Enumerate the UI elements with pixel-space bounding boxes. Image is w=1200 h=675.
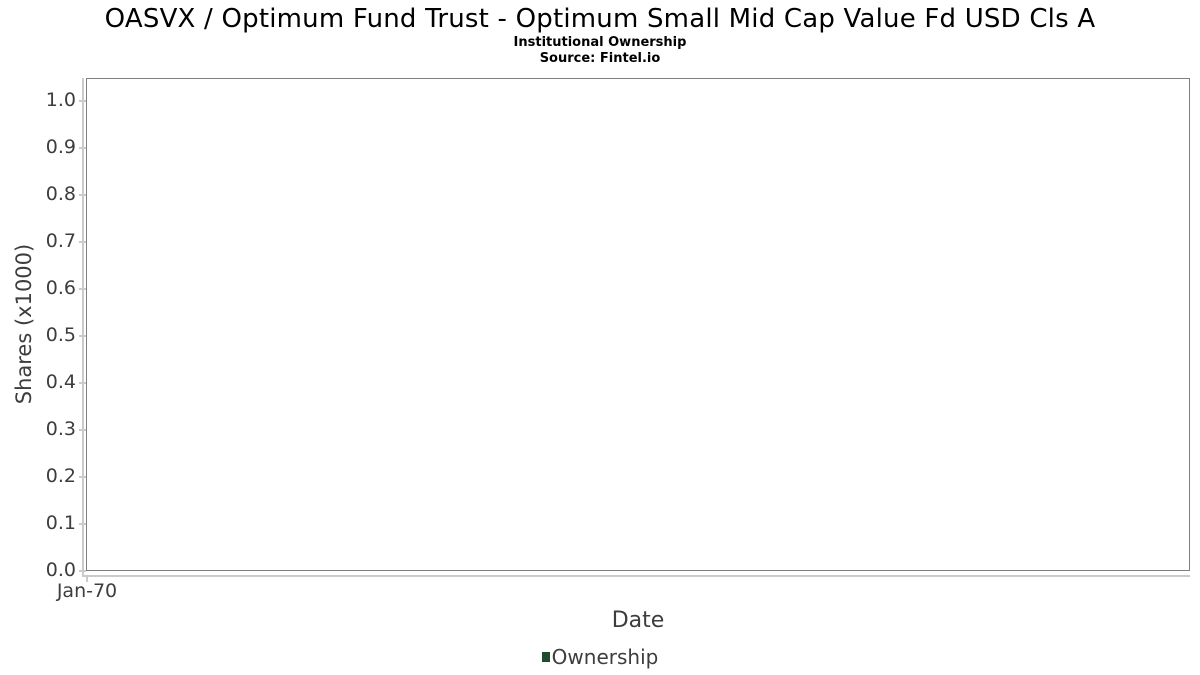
y-tick-label: 0.1	[45, 512, 76, 534]
chart-title: OASVX / Optimum Fund Trust - Optimum Sma…	[104, 4, 1096, 34]
y-tick-label: 0.0	[45, 559, 76, 581]
y-tick-label: 0.8	[45, 183, 76, 205]
y-tick-label: 0.9	[45, 136, 76, 158]
legend: Ownership	[0, 645, 1200, 669]
x-axis-tick-label: Jan-70	[56, 580, 118, 602]
legend-item-ownership[interactable]: Ownership	[541, 645, 659, 669]
y-axis-tick-mark	[79, 147, 86, 149]
chart-subtitle: Institutional Ownership	[513, 35, 687, 50]
y-tick-label: 0.4	[45, 371, 76, 393]
x-axis-line	[82, 575, 1190, 577]
y-axis-tick-mark	[79, 335, 86, 337]
x-axis-title: Date	[611, 608, 665, 633]
y-axis-tick-mark	[79, 523, 86, 525]
y-tick-label: 0.6	[45, 277, 76, 299]
y-axis-tick-mark	[79, 476, 86, 478]
y-axis-tick-mark	[79, 429, 86, 431]
y-axis-tick-mark	[79, 100, 86, 102]
y-tick-label: 0.7	[45, 230, 76, 252]
y-tick-label: 0.5	[45, 324, 76, 346]
legend-label: Ownership	[551, 645, 659, 669]
y-tick-label: 1.0	[45, 89, 76, 111]
legend-swatch-icon	[541, 652, 550, 662]
y-tick-label: 0.2	[45, 465, 76, 487]
y-axis-tick-mark	[79, 570, 86, 572]
y-axis-tick-mark	[79, 288, 86, 290]
y-axis-tick-mark	[79, 241, 86, 243]
y-axis-line	[82, 78, 84, 575]
y-tick-label: 0.3	[45, 418, 76, 440]
chart-source: Source: Fintel.io	[539, 51, 661, 66]
x-axis-tick-mark	[86, 576, 88, 582]
y-axis-tick-mark	[79, 382, 86, 384]
plot-area	[86, 78, 1190, 571]
y-axis-tick-mark	[79, 194, 86, 196]
